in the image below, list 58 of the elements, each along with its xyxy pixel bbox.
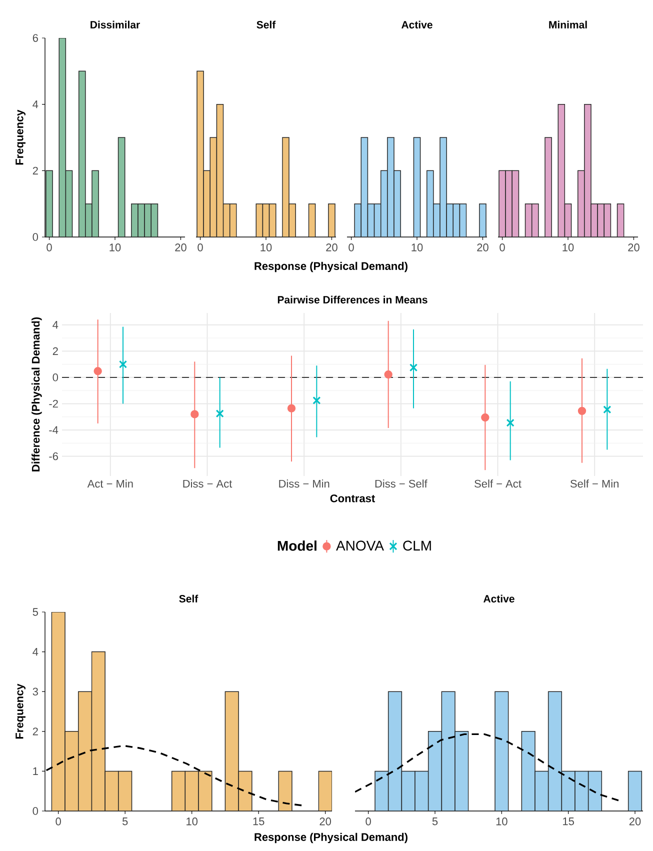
x-tick-label: 10 bbox=[186, 818, 198, 826]
y-tick-label: 3 bbox=[32, 688, 38, 696]
x-tick-label: Diss − Self bbox=[375, 480, 428, 488]
y-tick-label: 2 bbox=[32, 728, 38, 736]
y-tick-label: 4 bbox=[32, 100, 38, 108]
x-tick-label: 5 bbox=[122, 818, 128, 826]
x-tick-label: 20 bbox=[326, 244, 338, 252]
legend-label: CLM bbox=[403, 540, 431, 551]
x-tick-label: 20 bbox=[320, 818, 332, 826]
x-tick-label: 10 bbox=[110, 244, 121, 252]
x-tick-label: Self − Act bbox=[474, 480, 522, 488]
x-tick-label: Diss − Act bbox=[183, 480, 232, 488]
y-tick-label: 4 bbox=[52, 321, 58, 329]
x-tick-label: 5 bbox=[432, 818, 438, 826]
y-tick-label: -2 bbox=[49, 400, 58, 408]
y-axis-title: Difference (Physical Demand) bbox=[32, 317, 42, 472]
y-tick-label: 4 bbox=[32, 648, 38, 656]
y-tick-label: 5 bbox=[32, 608, 38, 616]
x-tick-label: Diss − Min bbox=[279, 480, 330, 488]
x-tick-label: 0 bbox=[500, 244, 505, 252]
x-tick-label: Act − Min bbox=[87, 480, 133, 488]
y-tick-label: -6 bbox=[49, 452, 58, 460]
x-tick-label: 20 bbox=[629, 818, 641, 826]
y-tick-label: 1 bbox=[33, 767, 38, 775]
y-tick-label: -4 bbox=[49, 426, 58, 434]
x-axis-title: Contrast bbox=[330, 494, 375, 502]
y-tick-label: 6 bbox=[32, 34, 38, 42]
x-tick-label: 20 bbox=[477, 244, 488, 252]
x-axis-title: Response (Physical Demand) bbox=[254, 832, 408, 844]
x-axis-title: Response (Physical Demand) bbox=[254, 262, 408, 272]
y-tick-label: 2 bbox=[52, 347, 58, 355]
x-tick-label: 20 bbox=[628, 244, 640, 252]
x-tick-label: 0 bbox=[198, 244, 203, 252]
y-axis-title: Frequency bbox=[16, 684, 26, 739]
x-tick-label: 15 bbox=[253, 818, 264, 826]
x-tick-label: 10 bbox=[412, 244, 423, 252]
x-tick-label: 15 bbox=[563, 818, 574, 826]
y-tick-label: 0 bbox=[52, 374, 58, 382]
x-tick-label: 10 bbox=[562, 244, 574, 252]
chart-title: Dissimilar bbox=[90, 20, 140, 28]
chart-title: Active bbox=[484, 594, 514, 602]
legend-title: Model bbox=[278, 540, 316, 551]
chart-title: Self bbox=[179, 594, 198, 602]
chart-title: Active bbox=[402, 20, 432, 28]
y-tick-label: 2 bbox=[32, 166, 38, 174]
y-tick-label: 0 bbox=[32, 807, 38, 815]
x-tick-label: 0 bbox=[366, 818, 371, 826]
y-tick-label: 0 bbox=[32, 233, 38, 241]
x-tick-label: 20 bbox=[175, 244, 186, 252]
y-axis-title: Frequency bbox=[16, 110, 26, 165]
x-tick-label: 10 bbox=[496, 818, 508, 826]
x-tick-label: Self − Min bbox=[570, 480, 618, 488]
chart-title: Pairwise Differences in Means bbox=[278, 296, 428, 304]
x-tick-label: 0 bbox=[348, 244, 354, 252]
legend-label: ANOVA bbox=[336, 540, 384, 551]
chart-title: Minimal bbox=[549, 20, 587, 28]
x-tick-label: 10 bbox=[260, 244, 272, 252]
chart-title: Self bbox=[256, 20, 276, 28]
